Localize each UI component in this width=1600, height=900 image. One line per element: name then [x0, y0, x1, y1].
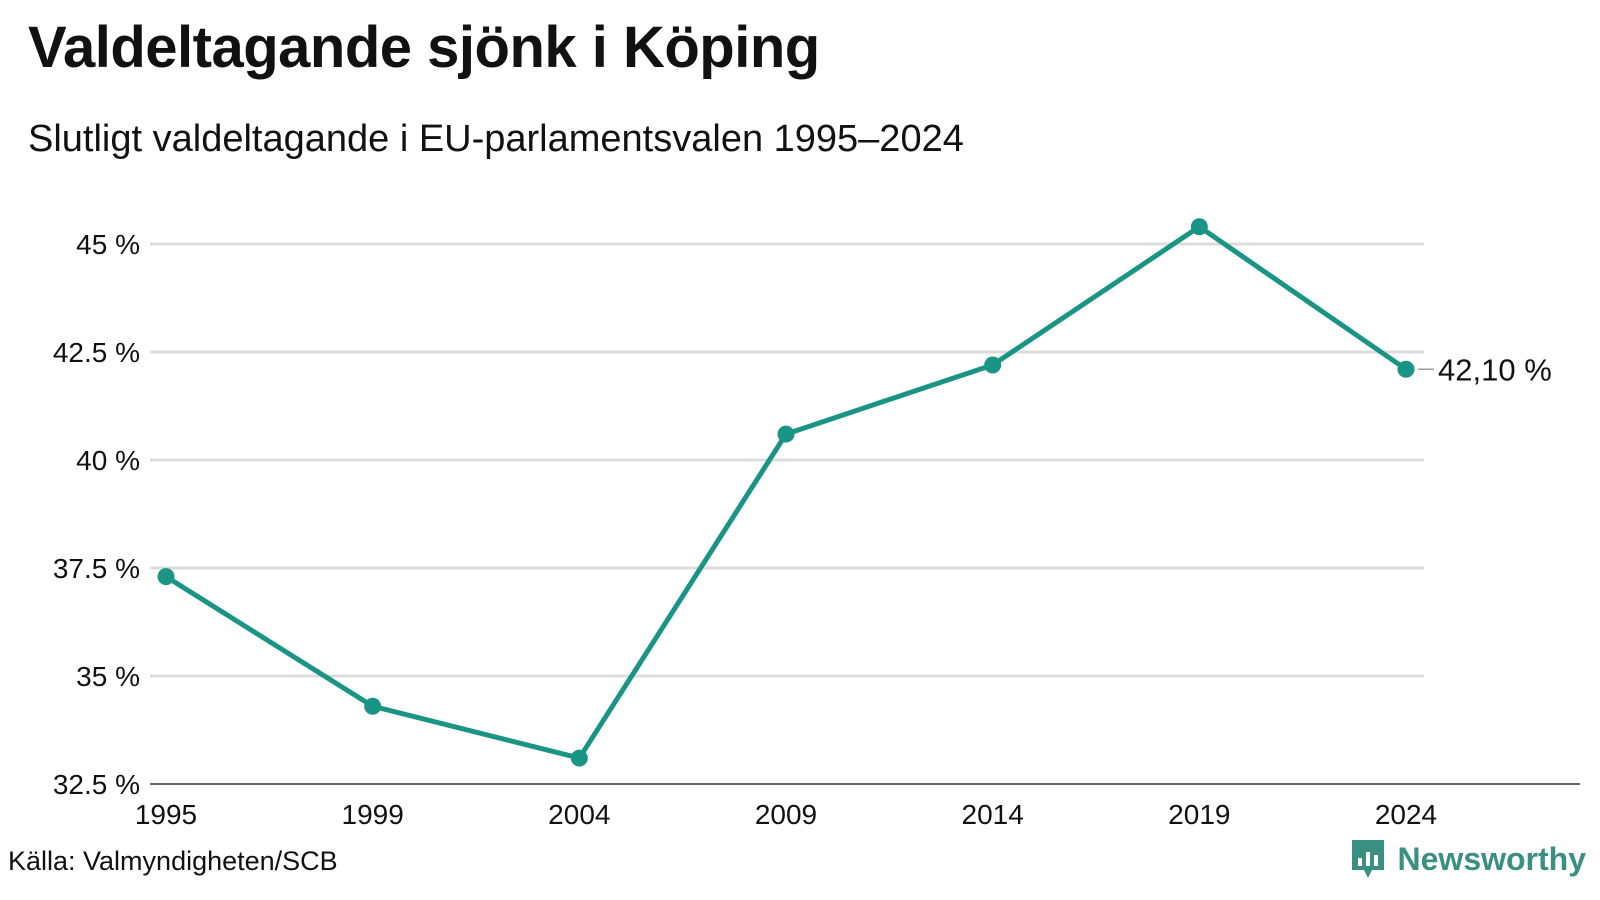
y-tick-label: 45 % — [76, 229, 140, 260]
x-tick-label: 2004 — [548, 799, 610, 830]
chart-subtitle: Slutligt valdeltagande i EU-parlamentsva… — [28, 118, 964, 160]
gridlines — [150, 242, 1580, 785]
line-chart: 32.5 % 35 % 37.5 % 40 % 42.5 % 45 % 1995 1999 2… — [53, 218, 1580, 830]
y-tick-label: 42.5 % — [53, 337, 140, 368]
x-axis-ticks: 1995 1999 2004 2009 2014 2019 2024 — [135, 799, 1437, 830]
x-tick-label: 2019 — [1168, 799, 1230, 830]
y-tick-label: 37.5 % — [53, 553, 140, 584]
data-point — [364, 697, 382, 715]
x-tick-label: 2014 — [962, 799, 1024, 830]
brand: Newsworthy — [1350, 838, 1586, 880]
data-point — [157, 568, 175, 586]
newsworthy-logo-icon — [1351, 840, 1384, 878]
end-value-label: 42,10 % — [1438, 352, 1552, 387]
y-tick-label: 40 % — [76, 445, 140, 476]
x-tick-label: 1999 — [342, 799, 404, 830]
data-point — [984, 356, 1002, 374]
chart-title: Valdeltagande sjönk i Köping — [28, 15, 820, 80]
brand-name: Newsworthy — [1397, 840, 1586, 877]
x-tick-label: 2009 — [755, 799, 817, 830]
y-tick-label: 35 % — [76, 661, 140, 692]
data-point — [570, 749, 588, 767]
data-point — [1190, 218, 1208, 236]
end-label-group: 42,10 % — [1418, 352, 1552, 387]
series-line — [163, 224, 1409, 761]
x-tick-label: 2024 — [1375, 799, 1437, 830]
series-group — [157, 218, 1415, 767]
y-axis-ticks: 32.5 % 35 % 37.5 % 40 % 42.5 % 45 % — [53, 229, 140, 800]
data-point — [777, 425, 795, 443]
source-note: Källa: Valmyndigheten/SCB — [8, 846, 338, 876]
x-tick-label: 1995 — [135, 799, 197, 830]
y-tick-label: 32.5 % — [53, 769, 140, 800]
data-point — [1397, 360, 1415, 378]
